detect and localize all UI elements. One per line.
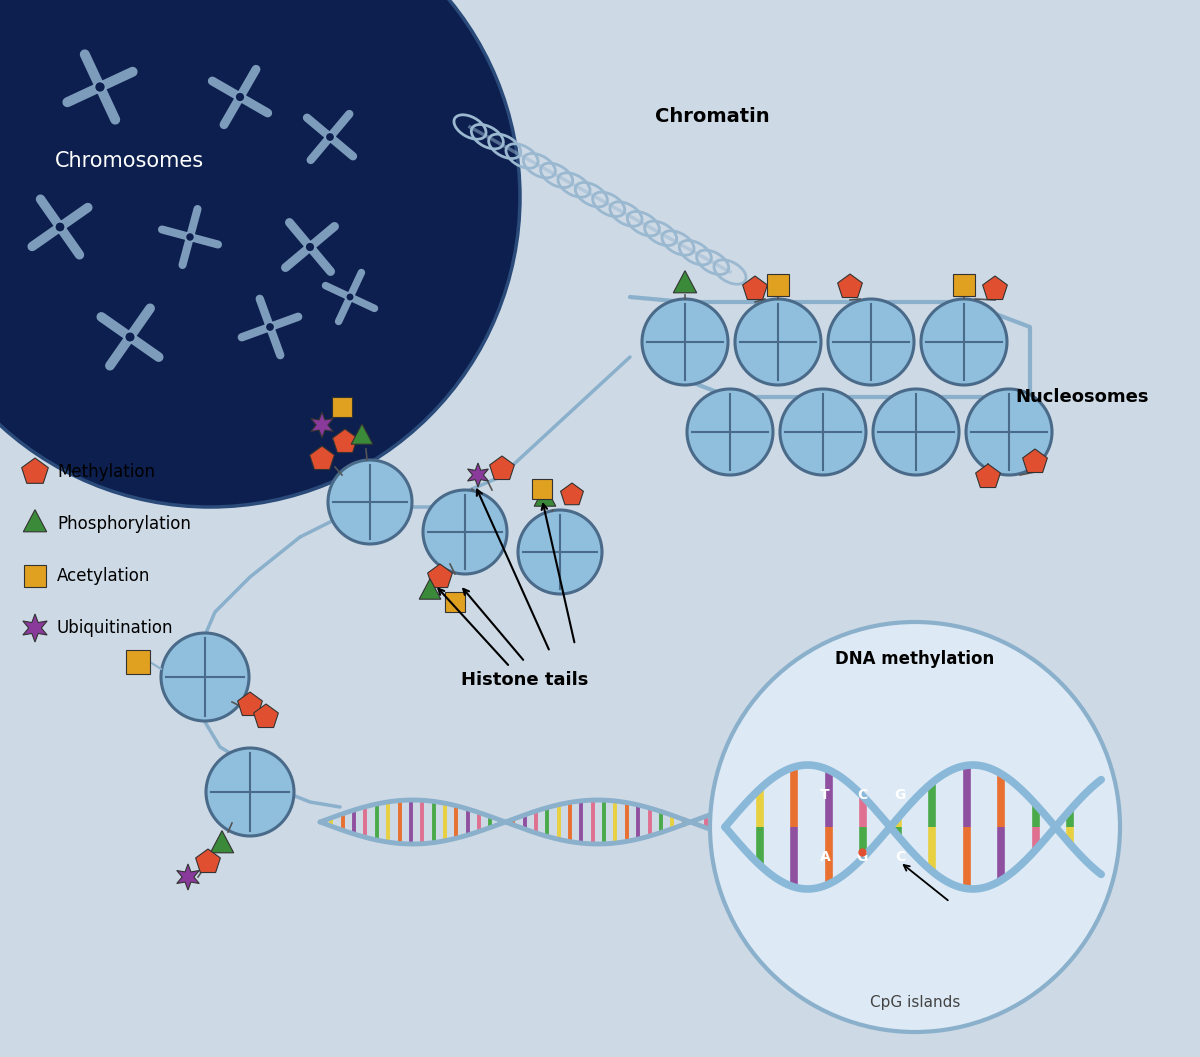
Text: Ubiquitination: Ubiquitination bbox=[58, 619, 174, 637]
Circle shape bbox=[326, 133, 334, 141]
Bar bbox=[445, 592, 466, 612]
Circle shape bbox=[186, 234, 193, 241]
Circle shape bbox=[874, 389, 959, 475]
Text: Chromatin: Chromatin bbox=[655, 107, 769, 126]
Text: C: C bbox=[895, 850, 905, 864]
Bar bbox=[126, 650, 150, 674]
Circle shape bbox=[347, 294, 354, 300]
Polygon shape bbox=[673, 271, 697, 293]
Circle shape bbox=[266, 323, 274, 331]
Polygon shape bbox=[560, 483, 583, 504]
Text: Acetylation: Acetylation bbox=[58, 567, 150, 585]
Polygon shape bbox=[352, 424, 373, 444]
Circle shape bbox=[710, 622, 1120, 1032]
Polygon shape bbox=[419, 579, 440, 599]
Circle shape bbox=[328, 460, 412, 544]
Polygon shape bbox=[427, 564, 452, 588]
Polygon shape bbox=[210, 831, 234, 853]
Polygon shape bbox=[534, 486, 556, 506]
Polygon shape bbox=[23, 614, 47, 642]
Circle shape bbox=[780, 389, 866, 475]
Bar bbox=[532, 479, 552, 499]
Circle shape bbox=[734, 299, 821, 385]
Polygon shape bbox=[490, 456, 515, 480]
Circle shape bbox=[642, 299, 728, 385]
Circle shape bbox=[828, 299, 914, 385]
Polygon shape bbox=[238, 692, 263, 716]
Circle shape bbox=[161, 633, 250, 721]
Circle shape bbox=[922, 299, 1007, 385]
Polygon shape bbox=[838, 274, 863, 297]
Text: DNA methylation: DNA methylation bbox=[835, 650, 995, 668]
Text: CpG islands: CpG islands bbox=[870, 995, 960, 1010]
Circle shape bbox=[966, 389, 1052, 475]
Polygon shape bbox=[310, 446, 335, 469]
Text: G: G bbox=[894, 789, 906, 802]
Circle shape bbox=[0, 0, 520, 507]
Polygon shape bbox=[332, 429, 358, 452]
Text: Methylation: Methylation bbox=[58, 463, 155, 481]
Polygon shape bbox=[743, 276, 767, 299]
Polygon shape bbox=[196, 849, 221, 872]
Text: T: T bbox=[820, 789, 830, 802]
Text: G: G bbox=[857, 850, 868, 864]
Circle shape bbox=[518, 509, 602, 594]
Bar bbox=[332, 397, 352, 418]
Polygon shape bbox=[253, 704, 278, 727]
Circle shape bbox=[306, 243, 314, 252]
Text: Nucleosomes: Nucleosomes bbox=[1015, 388, 1148, 406]
Circle shape bbox=[236, 93, 244, 101]
Circle shape bbox=[424, 490, 508, 574]
Text: Histone tails: Histone tails bbox=[461, 671, 589, 689]
Polygon shape bbox=[23, 509, 47, 532]
Text: C: C bbox=[857, 789, 868, 802]
Text: Phosphorylation: Phosphorylation bbox=[58, 515, 191, 533]
Bar bbox=[767, 274, 790, 296]
Bar bbox=[24, 565, 46, 587]
Text: A: A bbox=[820, 850, 830, 864]
Polygon shape bbox=[22, 458, 48, 483]
Polygon shape bbox=[976, 464, 1001, 487]
Polygon shape bbox=[176, 864, 199, 890]
Bar bbox=[953, 274, 976, 296]
Circle shape bbox=[686, 389, 773, 475]
Polygon shape bbox=[1022, 449, 1048, 472]
Polygon shape bbox=[311, 412, 334, 438]
Circle shape bbox=[55, 223, 65, 231]
Circle shape bbox=[95, 82, 104, 92]
Circle shape bbox=[126, 333, 134, 341]
Circle shape bbox=[206, 748, 294, 836]
Text: Chromosomes: Chromosomes bbox=[55, 151, 204, 171]
Polygon shape bbox=[983, 276, 1007, 299]
Polygon shape bbox=[468, 463, 488, 487]
